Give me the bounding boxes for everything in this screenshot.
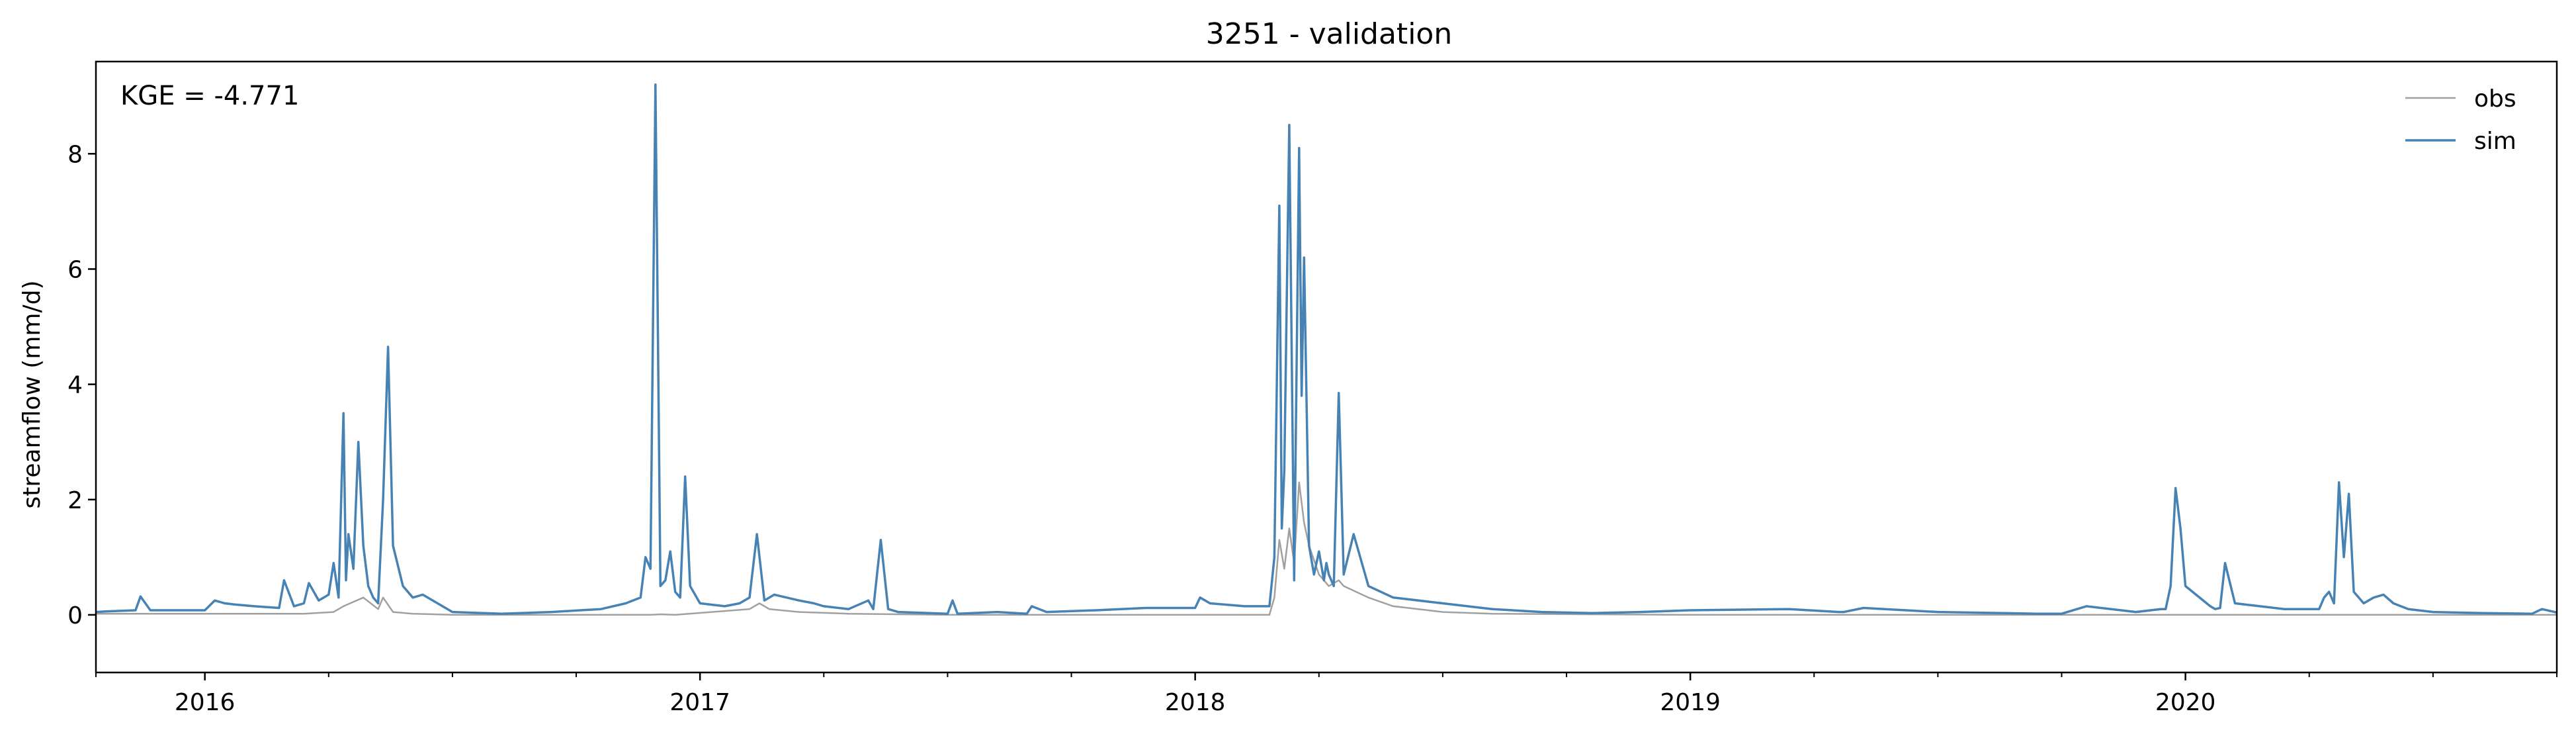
legend-label-obs: obs bbox=[2474, 85, 2516, 113]
y-axis: 0 2 4 6 8 bbox=[67, 141, 96, 629]
legend: obs sim bbox=[2405, 85, 2516, 155]
y-tick-label: 2 bbox=[67, 487, 83, 514]
chart-title: 3251 - validation bbox=[1206, 17, 1452, 51]
y-tick-label: 8 bbox=[67, 141, 83, 168]
kge-annotation: KGE = -4.771 bbox=[120, 81, 299, 111]
y-axis-label: streamflow (mm/d) bbox=[19, 281, 46, 509]
x-axis: 2016 2017 2018 2019 2020 bbox=[95, 672, 2557, 716]
x-tick-label: 2016 bbox=[175, 689, 236, 716]
x-tick-label: 2020 bbox=[2155, 689, 2216, 716]
plot-frame bbox=[95, 60, 2558, 674]
series-line-sim bbox=[96, 83, 2557, 615]
series-line-obs bbox=[96, 481, 2557, 616]
x-tick-label: 2019 bbox=[1660, 689, 1721, 716]
x-tick-label: 2017 bbox=[669, 689, 730, 716]
y-tick-label: 6 bbox=[67, 256, 83, 283]
plot-area bbox=[96, 83, 2557, 616]
x-tick-label: 2018 bbox=[1165, 689, 1226, 716]
legend-label-sim: sim bbox=[2474, 128, 2516, 155]
y-tick-label: 4 bbox=[67, 372, 83, 399]
y-tick-label: 0 bbox=[67, 602, 83, 629]
